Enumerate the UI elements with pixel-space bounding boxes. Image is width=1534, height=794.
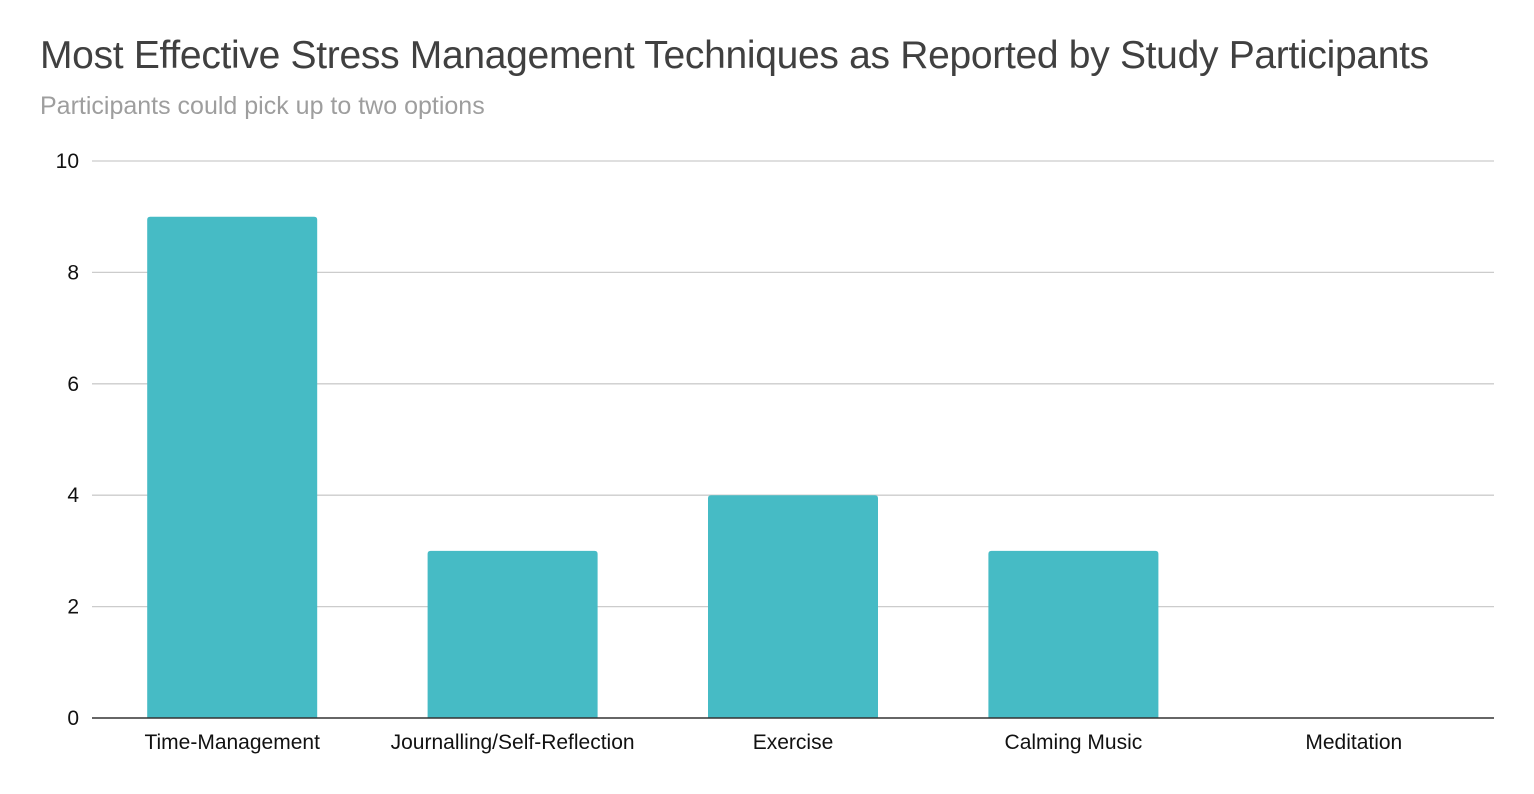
y-tick-label: 2 xyxy=(67,596,79,619)
x-tick-label: Meditation xyxy=(1305,731,1402,754)
x-axis-labels: Time-Management Journalling/Self-Reflecti… xyxy=(144,731,1402,754)
bars xyxy=(147,216,1159,718)
y-tick-label: 0 xyxy=(67,707,79,730)
y-tick-label: 6 xyxy=(67,373,79,396)
chart-subtitle: Participants could pick up to two option… xyxy=(40,92,485,120)
y-tick-label: 8 xyxy=(67,261,79,284)
x-tick-label: Journalling/Self-Reflection xyxy=(391,731,635,754)
chart-title: Most Effective Stress Management Techniq… xyxy=(40,34,1429,77)
y-tick-label: 4 xyxy=(67,484,79,507)
bar xyxy=(988,550,1159,718)
x-tick-label: Time-Management xyxy=(144,731,320,754)
bar xyxy=(147,216,318,718)
bar xyxy=(427,550,598,718)
bar xyxy=(708,495,878,718)
x-tick-label: Calming Music xyxy=(1005,731,1143,754)
x-tick-label: Exercise xyxy=(753,731,834,754)
y-axis-ticks: 0 2 4 6 8 10 xyxy=(56,150,80,730)
y-tick-label: 10 xyxy=(56,150,79,173)
